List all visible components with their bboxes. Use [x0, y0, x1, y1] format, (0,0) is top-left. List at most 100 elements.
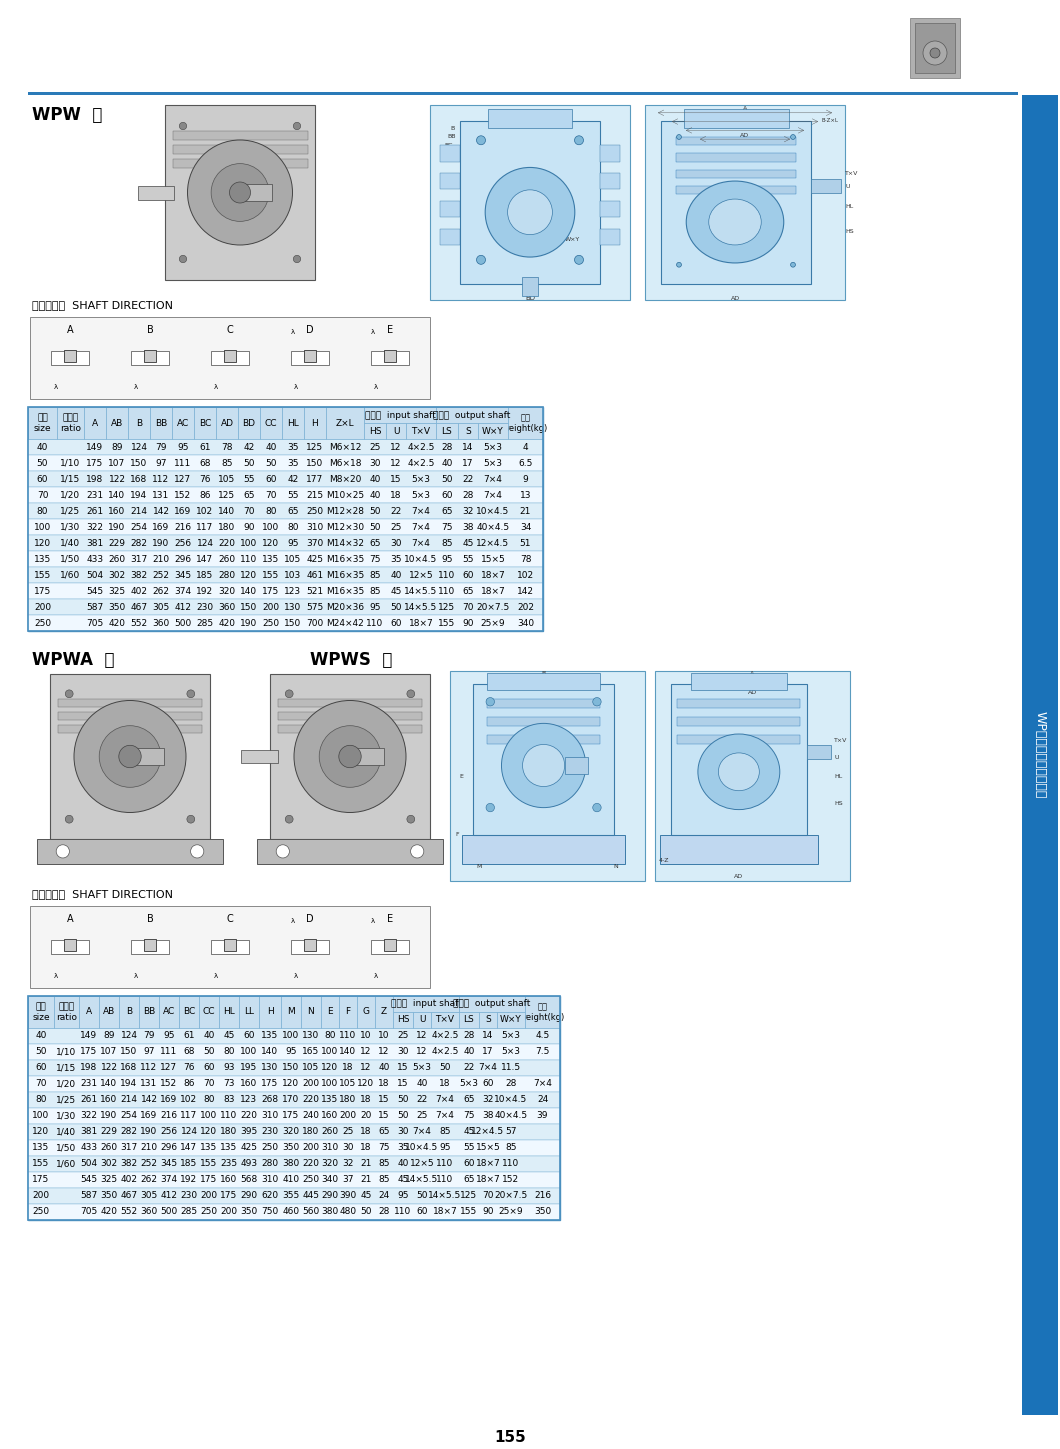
Text: 85: 85	[441, 539, 453, 548]
Text: 180: 180	[302, 1127, 320, 1136]
Text: 260: 260	[218, 555, 235, 564]
Text: 230: 230	[180, 1191, 197, 1201]
Text: λ: λ	[374, 972, 377, 980]
Circle shape	[187, 690, 195, 698]
Text: 95: 95	[287, 539, 299, 548]
Text: 1/25: 1/25	[56, 1095, 76, 1104]
Bar	[30, 317, 430, 398]
Text: 5×3: 5×3	[411, 491, 430, 500]
Text: 22: 22	[417, 1095, 427, 1104]
Text: 18: 18	[378, 1080, 390, 1088]
Bar	[159, 995, 179, 1027]
Bar	[28, 1204, 560, 1220]
Text: 15: 15	[398, 1080, 409, 1088]
Text: λ: λ	[292, 329, 296, 336]
Text: 14×5.5: 14×5.5	[404, 587, 438, 596]
Text: 587: 587	[86, 603, 104, 611]
Text: 200: 200	[220, 1207, 237, 1217]
Bar	[28, 1077, 560, 1093]
Text: 202: 202	[517, 603, 534, 611]
Text: 50: 50	[35, 1048, 47, 1056]
Text: 260: 260	[321, 1127, 338, 1136]
Text: 14: 14	[482, 1032, 494, 1040]
Text: 325: 325	[108, 587, 125, 596]
Text: 200: 200	[339, 1111, 356, 1120]
Text: 出: 出	[238, 948, 242, 953]
Bar	[450, 671, 644, 881]
Text: BC: BC	[444, 142, 453, 148]
Text: 120: 120	[200, 1127, 217, 1136]
Text: 410: 410	[282, 1175, 300, 1184]
Text: 65: 65	[378, 1127, 390, 1136]
Text: 169: 169	[175, 507, 192, 516]
Text: 180: 180	[220, 1127, 237, 1136]
Bar	[28, 519, 543, 535]
Text: 55: 55	[462, 555, 474, 564]
Text: 155: 155	[200, 1159, 217, 1168]
Text: 345: 345	[160, 1159, 178, 1168]
Text: B-Z×L: B-Z×L	[822, 119, 838, 123]
Bar	[655, 671, 850, 881]
Text: 198: 198	[81, 1064, 98, 1072]
Text: 340: 340	[517, 619, 534, 627]
Text: 50: 50	[398, 1095, 409, 1104]
Text: CC: CC	[265, 419, 278, 427]
Text: WPWA  型: WPWA 型	[32, 651, 114, 669]
Text: 200: 200	[302, 1080, 319, 1088]
Text: 出: 出	[78, 948, 82, 953]
Bar	[684, 109, 789, 129]
Text: 17: 17	[462, 458, 474, 468]
Text: U: U	[419, 1016, 425, 1024]
Text: 149: 149	[81, 1032, 98, 1040]
Bar	[364, 407, 436, 423]
Bar	[393, 1011, 413, 1027]
Text: W×Y: W×Y	[500, 1016, 522, 1024]
Text: 出: 出	[159, 358, 162, 364]
Text: 60: 60	[35, 1064, 47, 1072]
Circle shape	[487, 697, 494, 706]
Bar	[28, 1108, 560, 1124]
Circle shape	[319, 726, 381, 787]
Text: 240: 240	[302, 1111, 319, 1120]
Text: 130: 130	[262, 1064, 279, 1072]
Text: 15×5: 15×5	[480, 555, 506, 564]
Text: 210: 210	[153, 555, 170, 564]
Text: 15: 15	[398, 1064, 409, 1072]
Circle shape	[74, 700, 186, 813]
Bar	[671, 684, 807, 835]
Text: 370: 370	[306, 539, 323, 548]
Text: 117: 117	[180, 1111, 197, 1120]
Text: 175: 175	[86, 458, 104, 468]
Text: 38: 38	[462, 523, 474, 532]
Text: 124: 124	[196, 539, 213, 548]
Text: 60: 60	[37, 474, 49, 484]
Text: 105: 105	[218, 474, 235, 484]
Bar	[430, 104, 630, 300]
Bar	[677, 698, 800, 707]
Text: 381: 381	[81, 1127, 98, 1136]
Text: 105: 105	[302, 1064, 320, 1072]
Text: 1/20: 1/20	[56, 1080, 76, 1088]
Text: 120: 120	[34, 539, 51, 548]
Text: 190: 190	[241, 619, 258, 627]
Bar	[375, 995, 393, 1027]
Text: 120: 120	[357, 1080, 374, 1088]
Text: 61: 61	[199, 442, 211, 452]
Text: 160: 160	[101, 1095, 118, 1104]
Text: 123: 123	[241, 1095, 258, 1104]
Bar	[106, 407, 128, 439]
Text: 65: 65	[463, 1095, 475, 1104]
Text: 79: 79	[155, 442, 166, 452]
Text: 107: 107	[101, 1048, 118, 1056]
Bar	[219, 995, 238, 1027]
Text: 65: 65	[287, 507, 299, 516]
Text: H: H	[267, 1007, 273, 1017]
Text: 重量
weight(kg): 重量 weight(kg)	[502, 413, 548, 433]
Text: 7×4: 7×4	[411, 539, 430, 548]
Bar	[474, 684, 614, 835]
Text: 18×7: 18×7	[476, 1159, 500, 1168]
Text: 90: 90	[482, 1207, 494, 1217]
Text: 14×5.5: 14×5.5	[404, 603, 438, 611]
Text: 296: 296	[175, 555, 192, 564]
Text: 85: 85	[369, 587, 381, 596]
